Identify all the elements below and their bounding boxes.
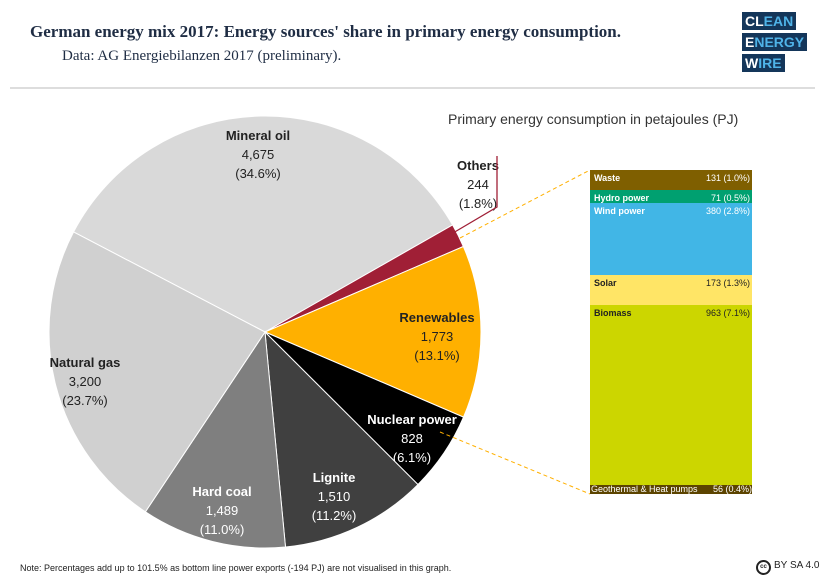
- segment-name: Solar: [594, 278, 617, 288]
- slice-label: 4,675: [242, 147, 275, 162]
- slice-label: (11.2%): [312, 508, 357, 523]
- slice-label: Nuclear power: [367, 412, 457, 427]
- slice-label: Hard coal: [192, 484, 251, 499]
- slice-label: (1.8%): [459, 196, 497, 211]
- slice-label: Mineral oil: [226, 128, 290, 143]
- slice-label: Renewables: [399, 310, 474, 325]
- logo-line-1: CLEAN: [742, 12, 797, 30]
- segment-value: 71 (0.5%): [711, 193, 750, 203]
- segment-value: 56 (0.4%): [713, 484, 752, 494]
- segment-value: 963 (7.1%): [706, 308, 750, 318]
- slice-label: 1,489: [206, 503, 239, 518]
- connector-bottom: [439, 431, 591, 495]
- clean-energy-wire-logo: CLEAN ENERGY WIRE: [742, 12, 808, 75]
- segment-value: 380 (2.8%): [706, 206, 750, 216]
- slice-label: 244: [467, 177, 489, 192]
- slice-label: Others: [457, 158, 499, 173]
- logo-line-3: WIRE: [742, 54, 785, 72]
- slice-label: Lignite: [313, 470, 356, 485]
- slice-label: 828: [401, 431, 423, 446]
- divider: [10, 87, 815, 89]
- bar-segment-wind-power: [590, 203, 752, 275]
- bar-title: Primary energy consumption in petajoules…: [448, 111, 738, 127]
- bar-segment-solar: [590, 275, 752, 305]
- pie-slice-mineral-oil: [72, 115, 454, 333]
- license-text: BY SA 4.0: [774, 560, 820, 571]
- license: cc BY SA 4.0: [756, 560, 819, 575]
- pie-slice-renewables: [263, 245, 482, 418]
- slice-label: Natural gas: [50, 355, 121, 370]
- cc-icon: cc: [756, 560, 771, 575]
- pie-slice-hard-coal: [144, 330, 287, 549]
- slice-label: 1,510: [318, 489, 351, 504]
- slice-label: (6.1%): [393, 450, 431, 465]
- segment-name: Geothermal & Heat pumps: [591, 484, 698, 494]
- bar-segment-biomass: [590, 305, 752, 485]
- pie-slice-natural-gas: [48, 231, 266, 513]
- bar-segment-geothermal-heat-pumps: [590, 485, 752, 494]
- chart-subtitle: Data: AG Energiebilanzen 2017 (prelimina…: [62, 48, 342, 64]
- slice-label: 1,773: [421, 329, 454, 344]
- connector-top: [459, 169, 591, 239]
- pie-slice-lignite: [264, 330, 419, 548]
- others-leader-line: [452, 156, 498, 234]
- slice-label: 3,200: [69, 374, 102, 389]
- bar-segment-hydro-power: [590, 190, 752, 203]
- slice-label: (34.6%): [235, 166, 281, 181]
- slice-label: (23.7%): [62, 393, 108, 408]
- segment-name: Hydro power: [594, 193, 650, 203]
- bar-segment-waste: [590, 170, 752, 190]
- footnote: Note: Percentages add up to 101.5% as bo…: [20, 563, 452, 573]
- slice-label: (13.1%): [414, 348, 460, 363]
- segment-value: 131 (1.0%): [706, 173, 750, 183]
- segment-value: 173 (1.3%): [706, 278, 750, 288]
- chart-title: German energy mix 2017: Energy sources' …: [30, 22, 622, 41]
- segment-name: Biomass: [594, 308, 632, 318]
- slice-label: (11.0%): [200, 522, 245, 537]
- segment-name: Wind power: [594, 206, 645, 216]
- logo-line-2: ENERGY: [742, 33, 808, 51]
- segment-name: Waste: [594, 173, 620, 183]
